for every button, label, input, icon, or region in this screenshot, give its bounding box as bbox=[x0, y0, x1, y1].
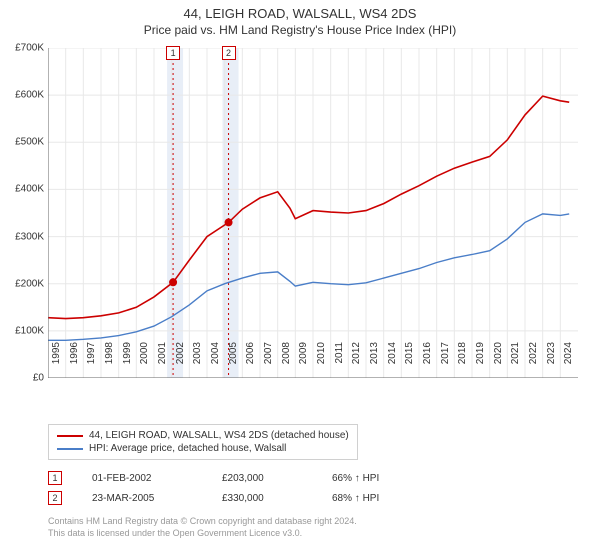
x-tick-label: 2011 bbox=[334, 342, 345, 382]
x-tick-label: 1998 bbox=[104, 342, 115, 382]
x-tick-label: 2017 bbox=[440, 342, 451, 382]
legend-swatch bbox=[57, 435, 83, 437]
x-tick-label: 2020 bbox=[493, 342, 504, 382]
x-tick-label: 2019 bbox=[475, 342, 486, 382]
x-tick-label: 2002 bbox=[175, 342, 186, 382]
y-tick-label: £700K bbox=[15, 43, 44, 54]
sales-row-price: £203,000 bbox=[222, 473, 302, 484]
y-tick-label: £600K bbox=[15, 90, 44, 101]
chart-area: £0£100K£200K£300K£400K£500K£600K£700K 19… bbox=[48, 48, 578, 378]
x-tick-label: 2015 bbox=[404, 342, 415, 382]
x-tick-label: 1996 bbox=[69, 342, 80, 382]
x-tick-label: 1997 bbox=[86, 342, 97, 382]
x-tick-label: 2014 bbox=[387, 342, 398, 382]
sales-row-pct: 68% ↑ HPI bbox=[332, 493, 412, 504]
sale-marker-badge: 2 bbox=[222, 46, 236, 60]
sale-band bbox=[167, 48, 183, 378]
footer-line-2: This data is licensed under the Open Gov… bbox=[48, 528, 357, 540]
x-tick-label: 1995 bbox=[51, 342, 62, 382]
sales-row: 1 01-FEB-2002 £203,000 66% ↑ HPI bbox=[48, 468, 412, 488]
legend-label: HPI: Average price, detached house, Wals… bbox=[89, 443, 286, 454]
x-tick-label: 2001 bbox=[157, 342, 168, 382]
x-tick-label: 1999 bbox=[122, 342, 133, 382]
x-tick-label: 2012 bbox=[351, 342, 362, 382]
x-tick-label: 2010 bbox=[316, 342, 327, 382]
sales-row-pct: 66% ↑ HPI bbox=[332, 473, 412, 484]
footer: Contains HM Land Registry data © Crown c… bbox=[48, 516, 357, 539]
x-tick-label: 2000 bbox=[139, 342, 150, 382]
legend: 44, LEIGH ROAD, WALSALL, WS4 2DS (detach… bbox=[48, 424, 358, 460]
legend-label: 44, LEIGH ROAD, WALSALL, WS4 2DS (detach… bbox=[89, 430, 349, 441]
sales-row-badge: 1 bbox=[48, 471, 62, 485]
y-tick-label: £400K bbox=[15, 184, 44, 195]
y-tick-label: £0 bbox=[33, 373, 44, 384]
chart-subtitle: Price paid vs. HM Land Registry's House … bbox=[0, 21, 600, 37]
sales-table: 1 01-FEB-2002 £203,000 66% ↑ HPI 2 23-MAR-200… bbox=[48, 468, 412, 508]
series-line bbox=[48, 96, 569, 319]
chart-plot bbox=[48, 48, 578, 378]
x-tick-label: 2021 bbox=[510, 342, 521, 382]
y-tick-label: £500K bbox=[15, 137, 44, 148]
x-tick-label: 2013 bbox=[369, 342, 380, 382]
x-tick-label: 2023 bbox=[546, 342, 557, 382]
y-tick-label: £300K bbox=[15, 231, 44, 242]
chart-title: 44, LEIGH ROAD, WALSALL, WS4 2DS bbox=[0, 0, 600, 21]
y-tick-label: £100K bbox=[15, 325, 44, 336]
sales-row-date: 23-MAR-2005 bbox=[92, 493, 192, 504]
x-tick-label: 2016 bbox=[422, 342, 433, 382]
x-tick-label: 2003 bbox=[192, 342, 203, 382]
sale-dot bbox=[225, 218, 233, 226]
y-tick-label: £200K bbox=[15, 278, 44, 289]
x-tick-label: 2004 bbox=[210, 342, 221, 382]
legend-row: HPI: Average price, detached house, Wals… bbox=[57, 442, 349, 455]
footer-line-1: Contains HM Land Registry data © Crown c… bbox=[48, 516, 357, 528]
x-tick-label: 2008 bbox=[281, 342, 292, 382]
sales-row: 2 23-MAR-2005 £330,000 68% ↑ HPI bbox=[48, 488, 412, 508]
sale-dot bbox=[169, 278, 177, 286]
x-tick-label: 2018 bbox=[457, 342, 468, 382]
series-line bbox=[48, 214, 569, 340]
sale-marker-badge: 1 bbox=[166, 46, 180, 60]
x-tick-label: 2024 bbox=[563, 342, 574, 382]
x-tick-label: 2007 bbox=[263, 342, 274, 382]
x-tick-label: 2006 bbox=[245, 342, 256, 382]
sales-row-date: 01-FEB-2002 bbox=[92, 473, 192, 484]
chart-container: 44, LEIGH ROAD, WALSALL, WS4 2DS Price p… bbox=[0, 0, 600, 560]
sales-row-badge: 2 bbox=[48, 491, 62, 505]
x-tick-label: 2009 bbox=[298, 342, 309, 382]
legend-row: 44, LEIGH ROAD, WALSALL, WS4 2DS (detach… bbox=[57, 429, 349, 442]
x-tick-label: 2005 bbox=[228, 342, 239, 382]
sales-row-price: £330,000 bbox=[222, 493, 302, 504]
legend-swatch bbox=[57, 448, 83, 450]
x-tick-label: 2022 bbox=[528, 342, 539, 382]
